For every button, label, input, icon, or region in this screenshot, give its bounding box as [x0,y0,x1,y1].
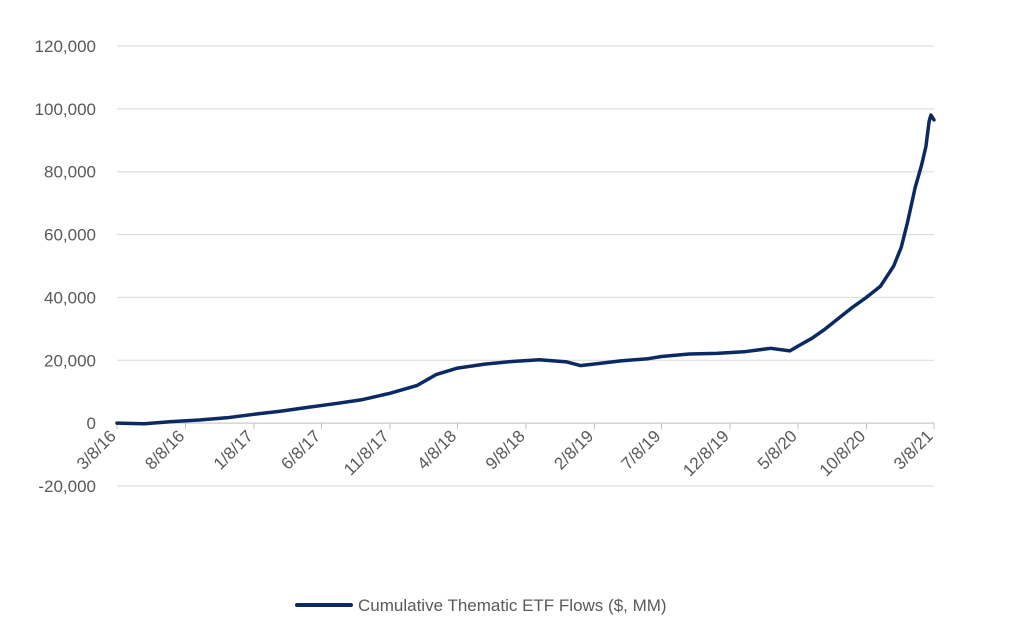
y-tick-label: -20,000 [38,477,96,496]
x-tick-label: 1/8/17 [210,427,257,474]
x-axis [116,422,935,430]
x-tick-label: 6/8/17 [277,427,324,474]
y-tick-label: 100,000 [35,100,96,119]
y-axis-tick-labels: -20,000 0 20,000 40,000 60,000 80,000 100,000 1… [35,37,96,496]
x-tick-label: 8/8/16 [141,427,188,474]
x-axis-tick-labels: 3/8/16 8/8/16 1/8/17 6/8/17 11/8/17 4/8/18 9/8… [73,427,937,481]
y-tick-label: 60,000 [44,226,96,245]
legend-label: Cumulative Thematic ETF Flows ($, MM) [358,596,667,615]
legend: Cumulative Thematic ETF Flows ($, MM) [295,596,667,615]
series-layer [115,113,936,426]
x-tick-label: 9/8/18 [482,427,529,474]
y-tick-label: 80,000 [44,163,96,182]
x-tick-label: 12/8/19 [679,427,733,481]
y-tick-label: 0 [87,414,96,433]
x-tick-label: 5/8/20 [754,427,801,474]
y-tick-label: 40,000 [44,288,96,307]
grid-lines [117,45,934,487]
x-tick-label: 7/8/19 [617,427,664,474]
y-tick-label: 20,000 [44,351,96,370]
x-tick-label: 11/8/17 [340,427,393,480]
x-tick-label: 4/8/18 [413,427,460,474]
x-tick-label: 3/8/16 [73,427,120,474]
series-line [115,113,936,426]
x-tick-label: 2/8/19 [550,427,597,474]
x-tick-label: 10/8/20 [816,427,870,481]
x-tick-label: 3/8/21 [890,427,937,474]
y-tick-label: 120,000 [35,37,96,56]
